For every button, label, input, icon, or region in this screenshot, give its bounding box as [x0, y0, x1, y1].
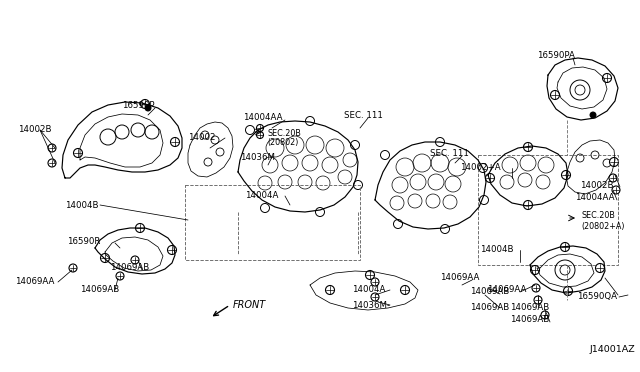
Text: 16590PA: 16590PA: [537, 51, 575, 60]
Circle shape: [563, 286, 573, 295]
Circle shape: [575, 85, 585, 95]
Text: 14069AA: 14069AA: [440, 273, 479, 282]
Text: 14002B: 14002B: [580, 180, 614, 189]
Text: SEC. 111: SEC. 111: [430, 148, 469, 157]
Circle shape: [541, 311, 549, 319]
Text: 14002B: 14002B: [18, 125, 51, 135]
Text: 14069AB: 14069AB: [110, 263, 149, 273]
Text: 14004B: 14004B: [480, 246, 513, 254]
Circle shape: [136, 224, 145, 232]
Circle shape: [100, 253, 109, 263]
Text: 14069AB: 14069AB: [510, 302, 549, 311]
Text: 16590R: 16590R: [67, 237, 100, 247]
Text: 14036M: 14036M: [240, 153, 275, 161]
Text: 14004A: 14004A: [352, 285, 385, 295]
Text: SEC. 111: SEC. 111: [344, 110, 383, 119]
Text: 14004B: 14004B: [65, 201, 99, 209]
Text: 14069AA: 14069AA: [15, 278, 54, 286]
Circle shape: [612, 186, 620, 194]
Text: 14004AA: 14004AA: [575, 193, 614, 202]
Circle shape: [561, 170, 570, 180]
Circle shape: [365, 270, 374, 279]
Text: SEC.20B: SEC.20B: [581, 212, 615, 221]
Text: 14002: 14002: [188, 134, 216, 142]
Text: 14004AA: 14004AA: [243, 113, 282, 122]
Circle shape: [168, 246, 177, 254]
Circle shape: [257, 131, 264, 138]
Text: SEC.20B: SEC.20B: [267, 128, 301, 138]
Text: FRONT: FRONT: [233, 300, 266, 310]
Text: 14004A: 14004A: [245, 192, 278, 201]
Circle shape: [602, 74, 611, 83]
Text: J14001AZ: J14001AZ: [590, 346, 636, 355]
Circle shape: [48, 159, 56, 167]
Circle shape: [609, 174, 617, 182]
Bar: [185, 185, 360, 260]
Text: 14069AB: 14069AB: [470, 288, 509, 296]
Text: 14069AB: 14069AB: [510, 315, 549, 324]
Circle shape: [131, 256, 139, 264]
Circle shape: [595, 263, 605, 273]
Circle shape: [401, 285, 410, 295]
Circle shape: [371, 278, 379, 286]
Circle shape: [371, 293, 379, 301]
Circle shape: [560, 265, 570, 275]
Circle shape: [524, 142, 532, 151]
Circle shape: [561, 243, 570, 251]
Bar: [478, 155, 618, 265]
Circle shape: [74, 148, 83, 157]
Circle shape: [486, 173, 495, 183]
Circle shape: [116, 272, 124, 280]
Circle shape: [524, 201, 532, 209]
Text: (20802+A): (20802+A): [581, 221, 625, 231]
Text: 14069AB: 14069AB: [470, 302, 509, 311]
Circle shape: [532, 284, 540, 292]
Circle shape: [145, 105, 151, 111]
Circle shape: [534, 296, 542, 304]
Circle shape: [48, 144, 56, 152]
Text: (20802): (20802): [267, 138, 298, 147]
Circle shape: [590, 112, 596, 118]
Circle shape: [609, 157, 618, 167]
Text: 16590P: 16590P: [122, 100, 154, 109]
Text: 14069AB: 14069AB: [80, 285, 119, 295]
Circle shape: [170, 138, 179, 147]
Text: 14036M-: 14036M-: [352, 301, 390, 310]
Circle shape: [531, 266, 540, 275]
Circle shape: [257, 125, 264, 131]
Circle shape: [326, 285, 335, 295]
Circle shape: [69, 264, 77, 272]
Circle shape: [550, 90, 559, 99]
Text: 16590QA: 16590QA: [577, 292, 617, 301]
Circle shape: [141, 99, 150, 109]
Text: 14069AA: 14069AA: [487, 285, 526, 295]
Text: 14002+A: 14002+A: [460, 164, 500, 173]
